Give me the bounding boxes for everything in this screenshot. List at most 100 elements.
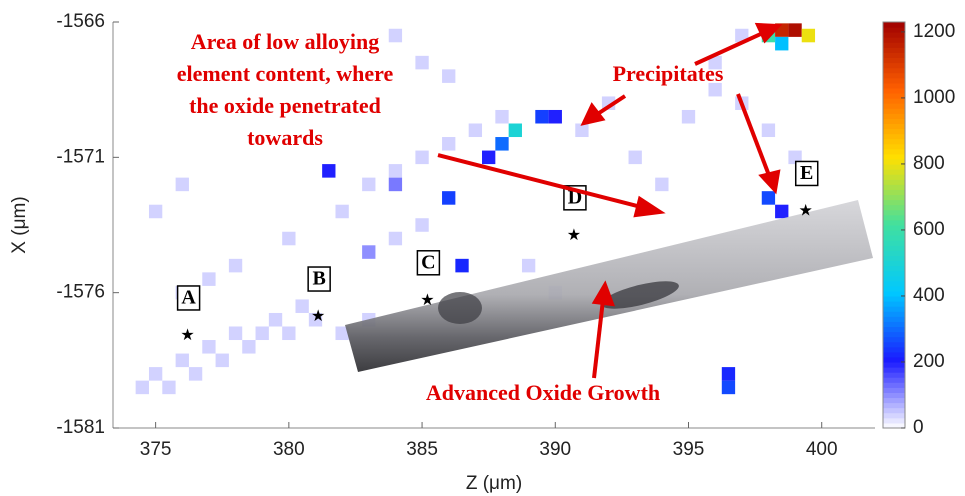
colorbar-segment: [883, 154, 905, 160]
colorbar-segment: [883, 210, 905, 216]
heat-cell: [362, 178, 375, 192]
arrow: [695, 32, 765, 64]
colorbar-segment: [883, 301, 905, 307]
x-tick-label: 385: [406, 439, 438, 460]
heat-cell: [202, 340, 215, 354]
x-tick-label: 390: [539, 439, 571, 460]
colorbar-segment: [883, 179, 905, 185]
colorbar-segment: [883, 398, 905, 404]
y-tick-label: -1566: [56, 11, 105, 32]
heat-cell: [202, 272, 215, 286]
colorbar-segment: [883, 73, 905, 79]
annotation-line: towards: [247, 125, 323, 150]
colorbar-segment: [883, 266, 905, 272]
heat-cell: [362, 245, 375, 259]
point-label: B: [312, 268, 325, 290]
colorbar-segment: [883, 382, 905, 388]
colorbar-segment: [883, 37, 905, 43]
colorbar-segment: [883, 306, 905, 312]
heat-cell: [282, 327, 295, 341]
heat-cell: [162, 381, 175, 395]
colorbar-segment: [883, 261, 905, 267]
y-tick-label: -1576: [56, 282, 105, 303]
colorbar-segment: [883, 32, 905, 38]
colorbar-segment: [883, 164, 905, 170]
colorbar-tick-label: 1000: [913, 87, 955, 108]
heat-cell: [629, 151, 642, 165]
heat-cell: [216, 354, 229, 368]
heat-cell: [189, 367, 202, 381]
heat-cell: [176, 354, 189, 368]
colorbar-segment: [883, 316, 905, 322]
annotation-line: element content, where: [177, 61, 394, 86]
colorbar-segment: [883, 332, 905, 338]
point-star: ★: [311, 308, 325, 325]
annotation: Advanced Oxide Growth: [426, 380, 660, 405]
colorbar-tick-label: 200: [913, 351, 945, 372]
chart: 375380385390395400-1566-1571-1576-1581Z …: [0, 0, 965, 496]
colorbar-tick-label: 600: [913, 219, 945, 240]
colorbar-segment: [883, 189, 905, 195]
heat-cell: [389, 29, 402, 43]
annotation-line: the oxide penetrated: [189, 93, 381, 118]
colorbar-tick-label: 0: [913, 417, 924, 438]
colorbar-segment: [883, 367, 905, 373]
colorbar-tick-label: 400: [913, 285, 945, 306]
point-label: A: [181, 287, 196, 309]
heat-cell: [495, 137, 508, 151]
colorbar-segment: [883, 78, 905, 84]
colorbar-segment: [883, 220, 905, 226]
heat-cell: [482, 151, 495, 165]
colorbar-segment: [883, 215, 905, 221]
colorbar-segment: [883, 352, 905, 358]
colorbar-segment: [883, 63, 905, 69]
y-axis-title: X (μm): [9, 196, 30, 253]
x-axis-title: Z (μm): [466, 473, 522, 494]
arrowhead: [762, 172, 778, 190]
heat-cell: [389, 164, 402, 178]
x-tick-label: 395: [673, 439, 705, 460]
heat-cell: [149, 205, 162, 219]
point-label: C: [421, 251, 435, 273]
arrow: [438, 155, 645, 208]
colorbar-tick-label: 800: [913, 153, 945, 174]
heat-cell: [682, 110, 695, 124]
point-star: ★: [180, 327, 194, 344]
heat-cell: [269, 313, 282, 327]
colorbar-segment: [883, 347, 905, 353]
heat-cell: [469, 124, 482, 138]
colorbar-segment: [883, 342, 905, 348]
colorbar-segment: [883, 250, 905, 256]
heat-cell: [762, 191, 775, 205]
heat-cell: [136, 381, 149, 395]
heat-cell: [775, 37, 788, 51]
colorbar-segment: [883, 418, 905, 424]
colorbar-segment: [883, 98, 905, 104]
colorbar-segment: [883, 408, 905, 414]
heat-cell: [575, 124, 588, 138]
colorbar-segment: [883, 139, 905, 145]
colorbar-segment: [883, 387, 905, 393]
point-star: ★: [567, 227, 581, 244]
colorbar-segment: [883, 311, 905, 317]
colorbar-segment: [883, 88, 905, 94]
colorbar-segment: [883, 47, 905, 53]
colorbar-segment: [883, 52, 905, 58]
colorbar-segment: [883, 174, 905, 180]
heat-cell: [389, 178, 402, 192]
colorbar-segment: [883, 362, 905, 368]
heat-cell: [335, 205, 348, 219]
colorbar-segment: [883, 245, 905, 251]
colorbar-segment: [883, 377, 905, 383]
heat-cell: [722, 367, 735, 381]
heat-cell: [282, 232, 295, 246]
heat-cell: [389, 232, 402, 246]
y-tick-label: -1571: [56, 146, 105, 167]
colorbar-segment: [883, 392, 905, 398]
colorbar-segment: [883, 321, 905, 327]
colorbar-segment: [883, 200, 905, 206]
point-label: E: [800, 162, 813, 184]
colorbar-segment: [883, 286, 905, 292]
point-star: ★: [799, 203, 813, 220]
colorbar-segment: [883, 255, 905, 261]
